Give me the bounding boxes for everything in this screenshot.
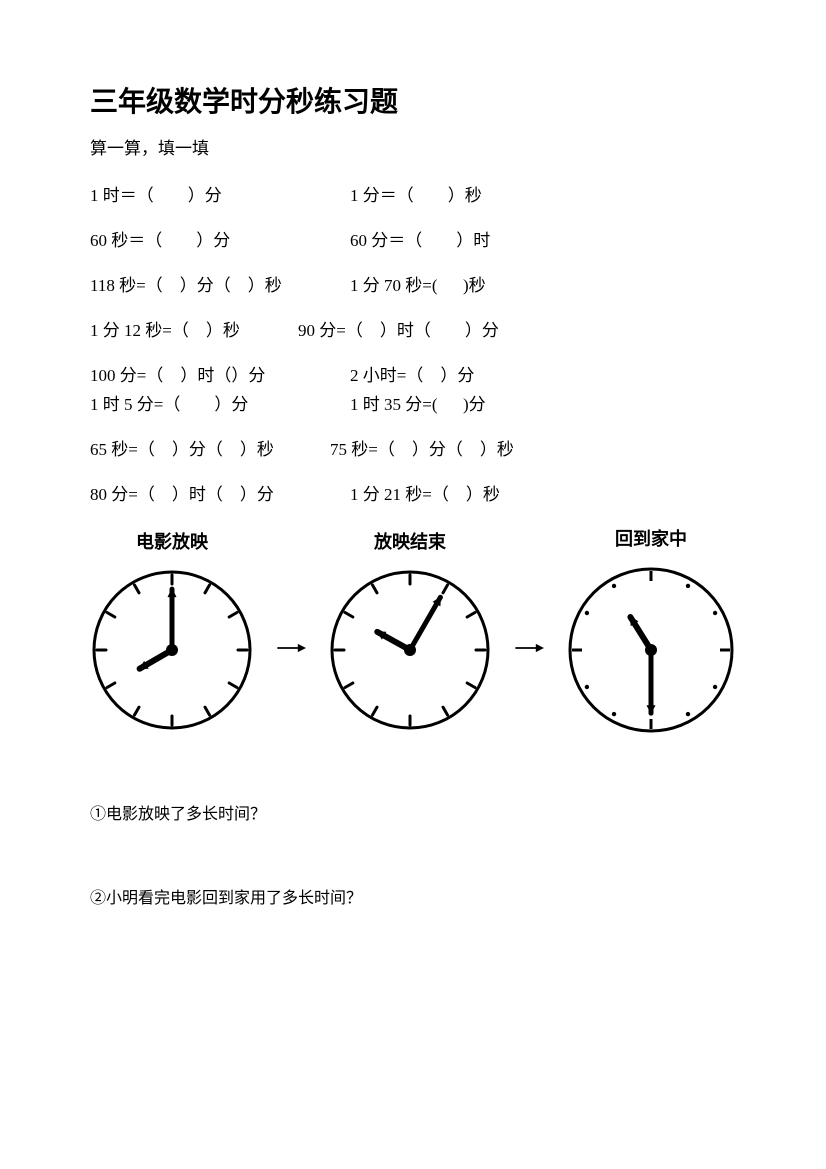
exercise-cell: 118 秒=（ ）分（ ）秒	[90, 271, 350, 296]
exercise-row: 65 秒=（ ）分（ ）秒75 秒=（ ）分（ ）秒	[90, 435, 736, 460]
exercise-row: 1 时 5 分=（ ）分 1 时 35 分=( )分	[90, 390, 736, 415]
exercise-cell: 1 时 35 分=( )分	[350, 390, 610, 415]
exercise-row: 80 分=（ ）时（ ）分 1 分 21 秒=（ ）秒	[90, 480, 736, 505]
clock-label: 电影放映	[136, 528, 208, 554]
page-title: 三年级数学时分秒练习题	[90, 80, 736, 120]
exercise-cell: 1 分 12 秒=（ ）秒	[90, 316, 298, 341]
exercise-row: 1 分 12 秒=（ ）秒90 分=（ ）时（ ）分	[90, 316, 736, 341]
clock-face-1	[90, 568, 254, 737]
clock-face-2	[328, 568, 492, 737]
questions: ①电影放映了多长时间？ ②小明看完电影回到家用了多长时间？	[90, 800, 736, 908]
exercise-cell: 75 秒=（ ）分（ ）秒	[330, 435, 590, 460]
exercise-row: 100 分=（ ）时（）分 2 小时=（ ）分	[90, 361, 736, 386]
exercise-row: 118 秒=（ ）分（ ）秒1 分 70 秒=( )秒	[90, 271, 736, 296]
exercise-cell: 1 时 5 分=（ ）分	[90, 390, 350, 415]
exercise-cell: 1 分 21 秒=（ ）秒	[350, 480, 610, 505]
subtitle: 算一算，填一填	[90, 134, 736, 159]
clock-label: 回到家中	[615, 525, 687, 551]
exercise-cell: 1 分＝（ ）秒	[350, 181, 610, 206]
clock-label: 放映结束	[374, 528, 446, 554]
question-1: ①电影放映了多长时间？	[90, 800, 736, 824]
exercise-cell: 1 分 70 秒=( )秒	[350, 271, 610, 296]
exercise-cell: 65 秒=（ ）分（ ）秒	[90, 435, 330, 460]
arrow-1	[276, 609, 306, 657]
exercise-cell: 90 分=（ ）时（ ）分	[298, 316, 558, 341]
exercise-rows: 1 时＝（ ）分1 分＝（ ）秒60 秒＝（ ）分60 分＝（ ）时118 秒=…	[90, 181, 736, 505]
clock-block-1: 电影放映	[90, 528, 254, 737]
exercise-row: 60 秒＝（ ）分60 分＝（ ）时	[90, 226, 736, 251]
exercise-cell: 60 秒＝（ ）分	[90, 226, 350, 251]
exercise-cell: 60 分＝（ ）时	[350, 226, 610, 251]
exercise-cell: 1 时＝（ ）分	[90, 181, 350, 206]
exercise-cell: 80 分=（ ）时（ ）分	[90, 480, 350, 505]
exercise-cell: 2 小时=（ ）分	[350, 361, 610, 386]
clock-block-2: 放映结束	[328, 528, 492, 737]
clock-face-3	[566, 565, 736, 740]
clocks-section: 电影放映 放映结束 回到家中	[90, 525, 736, 740]
exercise-row: 1 时＝（ ）分1 分＝（ ）秒	[90, 181, 736, 206]
exercise-cell: 100 分=（ ）时（）分	[90, 361, 350, 386]
clock-block-3: 回到家中	[566, 525, 736, 740]
question-2: ②小明看完电影回到家用了多长时间？	[90, 884, 736, 908]
arrow-2	[514, 609, 544, 657]
